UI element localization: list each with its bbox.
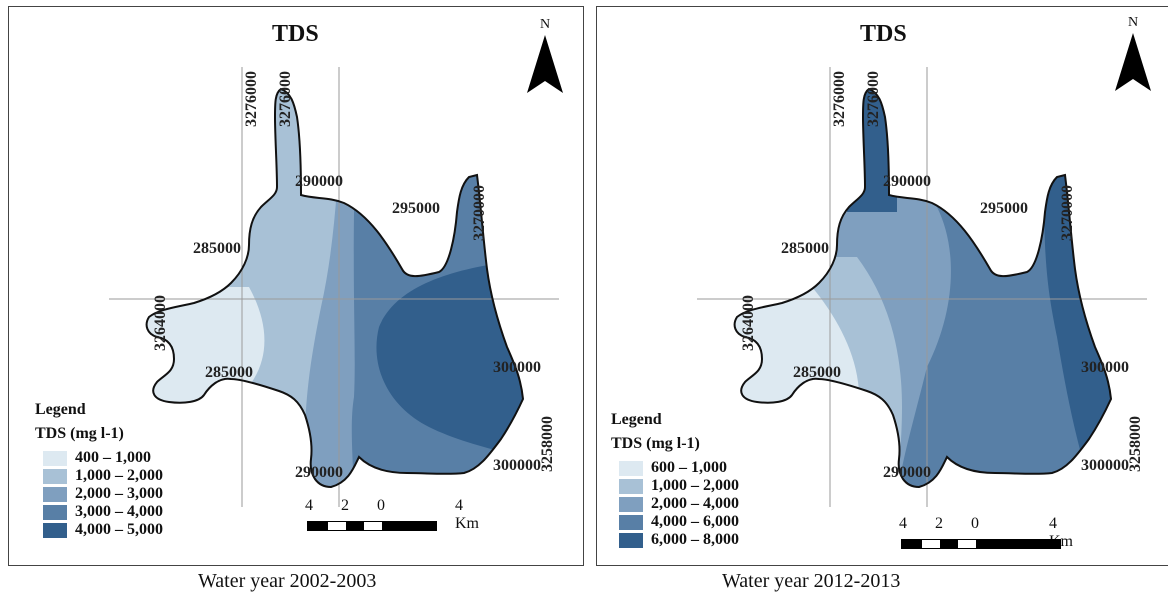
coord-label-y-top-1: 3276000 — [243, 71, 260, 127]
legend-item: 4,000 – 5,000 — [43, 521, 163, 539]
legend-label: 400 – 1,000 — [75, 449, 151, 466]
coord-label-x-lower-right: 300000 — [493, 359, 541, 376]
legend-item: 4,000 – 6,000 — [619, 513, 739, 531]
coord-label-y-left: 3264000 — [740, 295, 757, 351]
legend-swatch — [43, 522, 67, 538]
coord-label-x-right: 295000 — [392, 200, 440, 217]
legend-item: 400 – 1,000 — [43, 449, 163, 467]
coord-label-y-top-2: 3276000 — [277, 71, 294, 127]
graticule — [697, 67, 1147, 507]
coord-label-x-top: 290000 — [883, 173, 931, 190]
legend-label: 4,000 – 6,000 — [651, 513, 739, 530]
legend-swatch — [619, 532, 643, 548]
legend-swatch — [619, 514, 643, 530]
scale-tick-label: 2 — [341, 497, 349, 514]
coord-label-x-top: 290000 — [295, 173, 343, 190]
north-arrow: N — [523, 17, 567, 97]
legend-swatch — [43, 504, 67, 520]
map-title: TDS — [860, 21, 907, 47]
tds-map-canvas — [109, 67, 559, 507]
north-arrow-icon — [1115, 33, 1151, 91]
legend-item: 1,000 – 2,000 — [43, 467, 163, 485]
legend-item: 2,000 – 3,000 — [43, 485, 163, 503]
coord-label-x-mid: 285000 — [205, 364, 253, 381]
legend-label: 2,000 – 3,000 — [75, 485, 163, 502]
coord-label-y-top-1: 3276000 — [831, 71, 848, 127]
legend-subtitle: TDS (mg l-1) — [35, 425, 124, 442]
legend-swatch — [619, 460, 643, 476]
legend-item: 6,000 – 8,000 — [619, 531, 739, 549]
legend-swatch — [619, 478, 643, 494]
coord-label-y-right: 3270000 — [471, 185, 488, 241]
legend-item: 3,000 – 4,000 — [43, 503, 163, 521]
caption-left: Water year 2002-2003 — [198, 570, 377, 592]
caption-right: Water year 2012-2013 — [722, 570, 901, 592]
legend-label: 4,000 – 5,000 — [75, 521, 163, 538]
scale-tick-label: 4 — [305, 497, 313, 514]
coord-label-x-bottom: 290000 — [295, 464, 343, 481]
legend-item: 600 – 1,000 — [619, 459, 739, 477]
coord-label-y-right-2: 3258000 — [1127, 416, 1144, 472]
legend-title: Legend — [611, 411, 662, 428]
tds-zones — [146, 89, 523, 487]
scale-bar-graphic — [307, 521, 437, 531]
coord-label-y-top-2: 3276000 — [865, 71, 882, 127]
map-panel-2002-2003: TDS N 3276000 3276000 290000 295000 3270… — [8, 6, 584, 566]
graticule — [109, 67, 559, 507]
legend-title: Legend — [35, 401, 86, 418]
legend-label: 3,000 – 4,000 — [75, 503, 163, 520]
map-legend: Legend TDS (mg l-1) 400 – 1,000 1,000 – … — [35, 401, 163, 539]
north-label: N — [539, 17, 551, 32]
study-area-boundary — [733, 87, 1113, 489]
scale-tick-label: 4 Km — [455, 497, 479, 532]
north-label: N — [1127, 15, 1139, 30]
coord-label-x-left: 285000 — [193, 240, 241, 257]
scale-bar-graphic — [901, 539, 1061, 549]
coord-label-x-bottom-right: 300000 — [1081, 457, 1129, 474]
coord-label-x-lower-right: 300000 — [1081, 359, 1129, 376]
legend-swatch — [43, 450, 67, 466]
map-panel-2012-2013: TDS N 3276000 3276000 290000 295000 3270… — [596, 6, 1168, 566]
coord-label-x-bottom-right: 300000 — [493, 457, 541, 474]
legend-label: 1,000 – 2,000 — [651, 477, 739, 494]
north-arrow: N — [1111, 15, 1155, 95]
legend-swatch — [619, 496, 643, 512]
legend-item: 2,000 – 4,000 — [619, 495, 739, 513]
map-title: TDS — [272, 21, 319, 47]
scale-tick-label: 0 — [377, 497, 385, 514]
tds-map-canvas — [697, 67, 1147, 507]
scale-bar: 4 2 0 4 Km — [899, 515, 1073, 555]
study-area-boundary — [145, 87, 525, 489]
tds-zones — [734, 89, 1111, 487]
scale-tick-label: 4 — [899, 515, 907, 532]
scale-tick-label: 2 — [935, 515, 943, 532]
coord-label-y-right: 3270000 — [1059, 185, 1076, 241]
legend-label: 2,000 – 4,000 — [651, 495, 739, 512]
coord-label-y-left: 3264000 — [152, 295, 169, 351]
coord-label-x-mid: 285000 — [793, 364, 841, 381]
legend-label: 600 – 1,000 — [651, 459, 727, 476]
scale-bar: 4 2 0 4 Km — [305, 497, 479, 537]
coord-label-x-right: 295000 — [980, 200, 1028, 217]
coord-label-x-left: 285000 — [781, 240, 829, 257]
north-arrow-icon — [527, 35, 563, 93]
legend-swatch — [43, 486, 67, 502]
legend-item: 1,000 – 2,000 — [619, 477, 739, 495]
legend-label: 6,000 – 8,000 — [651, 531, 739, 548]
legend-swatch — [43, 468, 67, 484]
coord-label-x-bottom: 290000 — [883, 464, 931, 481]
map-legend: Legend TDS (mg l-1) 600 – 1,000 1,000 – … — [611, 411, 739, 549]
scale-tick-label: 0 — [971, 515, 979, 532]
coord-label-y-right-2: 3258000 — [539, 416, 556, 472]
legend-label: 1,000 – 2,000 — [75, 467, 163, 484]
legend-subtitle: TDS (mg l-1) — [611, 435, 700, 452]
